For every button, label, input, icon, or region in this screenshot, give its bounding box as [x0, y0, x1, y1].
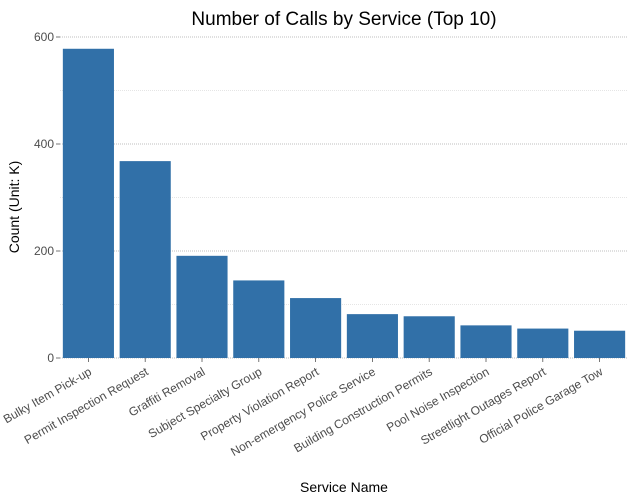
y-axis: 0 200 400 600 [34, 30, 60, 365]
y-axis-title: Count (Unit: K) [6, 161, 22, 254]
bar [62, 48, 114, 359]
bar [574, 330, 626, 358]
bar [176, 255, 228, 358]
bars [62, 48, 626, 359]
x-axis-title: Service Name [300, 479, 388, 495]
y-tick-label: 600 [34, 30, 54, 44]
bar [119, 161, 171, 358]
bar [517, 328, 569, 358]
bar [460, 325, 512, 358]
y-tick-label: 0 [47, 351, 54, 365]
bar [290, 298, 342, 358]
bar [233, 280, 285, 358]
bar [403, 316, 455, 358]
y-tick-label: 400 [34, 137, 54, 151]
bar [346, 314, 398, 358]
chart-title: Number of Calls by Service (Top 10) [191, 9, 496, 30]
y-tick-label: 200 [34, 244, 54, 258]
